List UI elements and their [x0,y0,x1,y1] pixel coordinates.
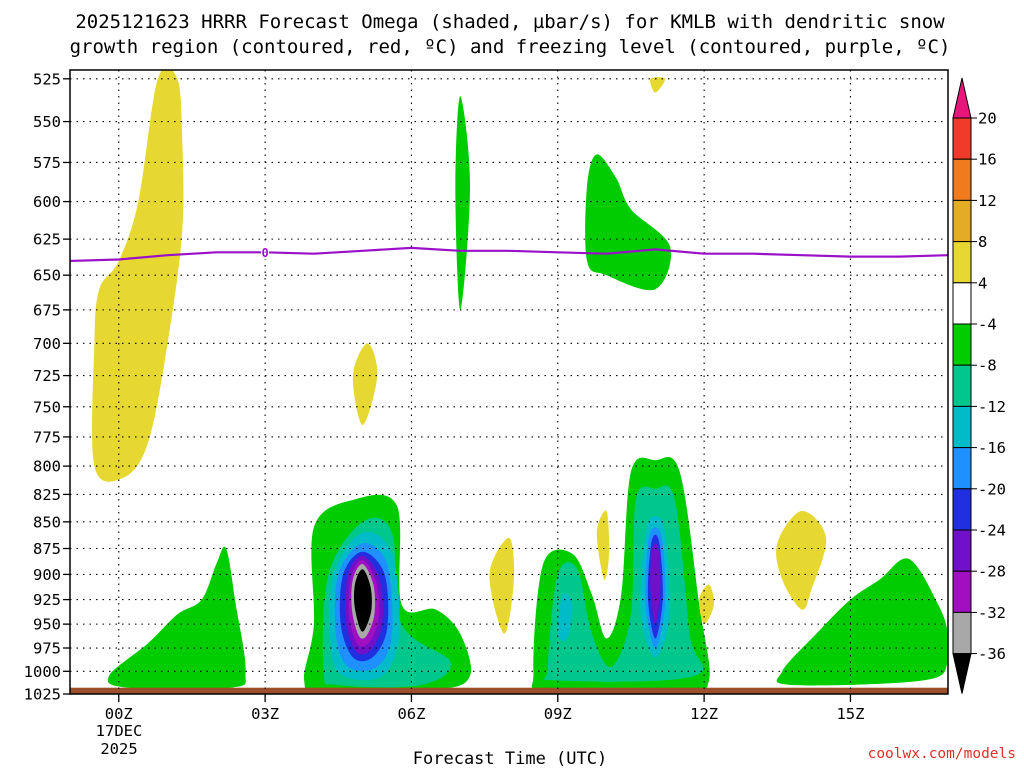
x-tick-label-06Z: 06Z [397,705,425,723]
omega-region-neg-w-1011z-l3 [557,593,573,642]
colorbar-label-10: -24 [978,522,1006,540]
grid-layer [70,70,948,695]
colorbar-bin-8 [952,405,972,449]
x-date-line1: 17DEC [96,722,143,740]
freezing-level-layer: 0 [69,245,949,263]
colorbar-label-7: -12 [978,398,1006,416]
omega-region-neg-base-01z [107,546,246,690]
colorbar-bin-6 [952,323,972,366]
chart-title-line2: growth region (contoured, red, ºC) and f… [70,36,951,58]
colorbar-top-arrow [952,77,972,119]
colorbar-label-0: 20 [978,110,997,128]
ground-band-layer [70,687,948,694]
colorbar-bin-7 [952,364,972,407]
y-tick-label-525: 525 [33,70,61,88]
y-tick-label-675: 675 [33,301,61,319]
colorbar-label-4: 4 [978,274,987,292]
omega-region-pos-sliver-10z [596,510,610,580]
omega-region-pos-blob-14z [776,510,827,610]
colorbar-label-5: -4 [978,316,997,334]
credit-text: coolwx.com/models [868,746,1016,762]
x-tick-label-15Z: 15Z [836,705,864,723]
y-tick-label-950: 950 [33,616,61,634]
colorbar-label-9: -20 [978,480,1006,498]
omega-region-neg-spike-07z [455,96,470,310]
plot-frame [69,69,949,695]
y-tick-label-750: 750 [33,398,61,416]
y-tick-label-600: 600 [33,193,61,211]
omega-region-neg-blob-10z [585,154,672,291]
colorbar-label-8: -16 [978,439,1006,457]
colorbar-bottom-arrow [952,653,972,694]
x-axis: 17DEC 2025 00Z 03Z 06Z 09Z 12Z 15Z [96,694,864,758]
freezing-level-label: 0 [261,246,268,260]
colorbar-bin-10 [952,488,972,531]
colorbar-label-11: -28 [978,563,1006,581]
freezing-level-line [69,246,949,263]
colorbar-bin-4 [952,241,972,284]
colorbar-bin-5 [952,282,972,325]
colorbar-bin-2 [952,158,972,201]
x-tick-label-09Z: 09Z [544,705,572,723]
x-tick-label-12Z: 12Z [690,705,718,723]
y-tick-label-700: 700 [33,335,61,353]
x-date-line2: 2025 [100,740,137,758]
x-tick-label-03Z: 03Z [251,705,279,723]
colorbar-label-3: 8 [978,233,987,251]
y-tick-label-1025: 1025 [24,686,61,704]
omega-region-pos-top-11z [650,77,666,93]
colorbar-bin-13 [952,611,972,655]
freezing-level-label-bg [261,245,270,260]
chart-title-line1: 2025121623 HRRR Forecast Omega (shaded, … [75,11,945,33]
y-tick-label-1000: 1000 [24,663,61,681]
colorbar-bin-1 [952,117,972,160]
omega-region-pos-blob-12z [699,584,715,625]
y-tick-label-975: 975 [33,640,61,658]
colorbar-label-6: -8 [978,357,997,375]
y-tick-label-850: 850 [33,513,61,531]
colorbar-label-13: -36 [978,645,1006,663]
omega-region-neg-blob-16z [776,558,948,686]
colorbar-bin-9 [952,447,972,490]
y-tick-label-875: 875 [33,540,61,558]
omega-shading-layer [92,70,948,692]
y-tick-label-900: 900 [33,566,61,584]
omega-region-pos-blob-05z [352,343,378,425]
omega-region-pos-blob-08z [489,537,515,634]
omega-region-pos-column-00z [92,70,184,482]
x-axis-title: Forecast Time (UTC) [413,749,607,768]
y-tick-label-775: 775 [33,428,61,446]
colorbar-label-1: 16 [978,151,997,169]
y-tick-label-625: 625 [33,231,61,249]
colorbar-label-12: -32 [978,604,1006,622]
y-axis: 525 550 575 600 625 650 675 700 725 750 775 800 825 8… [24,70,70,704]
y-tick-label-825: 825 [33,486,61,504]
y-tick-label-550: 550 [33,113,61,131]
y-tick-label-925: 925 [33,591,61,609]
x-tick-label-00Z: 00Z [105,705,133,723]
y-tick-label-725: 725 [33,367,61,385]
ground-band [70,687,948,694]
colorbar-label-2: 12 [978,192,997,210]
omega-region-neg-core-05z-l9 [353,569,372,632]
colorbar: 20 16 12 8 4 -4 -8 -12 -16 -20 -24 -28 -32 -36 [952,77,1006,694]
colorbar-bin-12 [952,570,972,613]
colorbar-bin-11 [952,529,972,572]
y-tick-label-800: 800 [33,458,61,476]
colorbar-bin-3 [952,199,972,243]
omega-region-neg-core-11z-l6 [650,543,661,625]
y-tick-label-650: 650 [33,267,61,285]
y-tick-label-575: 575 [33,154,61,172]
